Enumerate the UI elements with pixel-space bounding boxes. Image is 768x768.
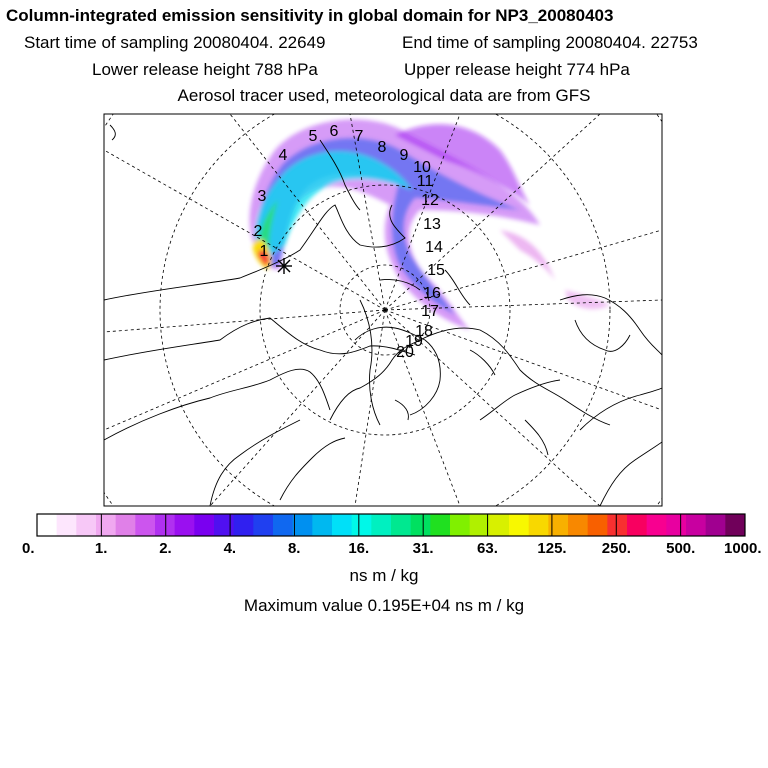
latitude-circles — [104, 114, 662, 506]
colorbar-tick-label: 8. — [287, 540, 301, 557]
colorbar-swatch — [509, 514, 530, 536]
day-label: 2 — [254, 223, 263, 240]
colorbar-swatch — [155, 514, 176, 536]
colorbar-swatch — [686, 514, 707, 536]
sensitivity-plume — [249, 119, 610, 330]
coastlines — [104, 124, 662, 506]
colorbar-swatch — [96, 514, 117, 536]
colorbar-swatch — [568, 514, 589, 536]
colorbar-swatch — [391, 514, 412, 536]
colorbar-tick-label: 4. — [223, 540, 237, 557]
day-label: 17 — [421, 303, 439, 320]
colorbar-swatch — [410, 514, 431, 536]
colorbar-swatch — [37, 514, 58, 536]
colorbar-swatch — [273, 514, 294, 536]
colorbar-swatch — [450, 514, 471, 536]
day-label: 4 — [279, 147, 288, 164]
day-label: 15 — [427, 262, 445, 279]
colorbar-swatch — [627, 514, 648, 536]
day-label: 14 — [425, 239, 443, 256]
colorbar-swatch — [548, 514, 569, 536]
day-label: 11 — [417, 173, 434, 190]
colorbar-tick-label: 16. — [348, 540, 370, 557]
day-label: 6 — [330, 123, 339, 140]
colorbar-tick-label: 2. — [159, 540, 172, 557]
colorbar-tick-label: 250. — [601, 540, 631, 557]
day-label: 20 — [396, 344, 414, 361]
day-label: 12 — [421, 192, 439, 209]
colorbar-swatch — [76, 514, 97, 536]
colorbar-swatch — [725, 514, 746, 536]
colorbar-tick-label: 0. — [22, 540, 35, 557]
map-title: Column-integrated emission sensitivity i… — [6, 6, 614, 25]
upper-release-height-label: Upper release height 774 hPa — [404, 60, 630, 79]
colorbar-swatch — [351, 514, 372, 536]
colorbar-tick-label: 1. — [94, 540, 108, 557]
lower-release-height-label: Lower release height 788 hPa — [92, 60, 318, 79]
day-label: 9 — [400, 147, 409, 164]
start-time-label: Start time of sampling 20080404. 22649 — [24, 33, 326, 52]
day-label: 18 — [415, 323, 433, 340]
colorbar-dividers — [100, 514, 682, 536]
day-label: 16 — [423, 285, 441, 302]
colorbar-swatch — [646, 514, 667, 536]
colorbar-swatches — [37, 514, 746, 536]
day-label: 19 — [405, 333, 423, 350]
tracer-note: Aerosol tracer used, meteorological data… — [177, 86, 591, 105]
colorbar-swatch — [587, 514, 608, 536]
colorbar-swatch — [469, 514, 490, 536]
day-label: 7 — [355, 128, 364, 145]
colorbar-swatch — [312, 514, 333, 536]
colorbar-swatch — [56, 514, 77, 536]
colorbar-swatch — [528, 514, 549, 536]
colorbar-swatch — [430, 514, 451, 536]
end-time-label: End time of sampling 20080404. 22753 — [402, 33, 698, 52]
colorbar-swatch — [666, 514, 687, 536]
release-point-marker — [276, 258, 292, 274]
colorbar-swatch — [174, 514, 195, 536]
day-label: 1 — [260, 243, 269, 260]
colorbar-swatch — [489, 514, 510, 536]
colorbar-swatch — [292, 514, 313, 536]
colorbar-unit: ns m / kg — [349, 566, 419, 585]
colorbar-frame — [36, 513, 746, 537]
colorbar-swatch — [332, 514, 353, 536]
colorbar-swatch — [194, 514, 215, 536]
colorbar-tick-label: 1000. — [724, 540, 762, 557]
day-label: 5 — [309, 128, 318, 145]
day-label: 8 — [378, 139, 387, 156]
colorbar-swatch — [135, 514, 156, 536]
colorbar-tick-label: 500. — [666, 540, 696, 557]
day-label: 3 — [258, 188, 267, 205]
colorbar-swatch — [705, 514, 726, 536]
colorbar-swatch — [253, 514, 274, 536]
colorbar-swatch — [371, 514, 392, 536]
colorbar-swatch — [233, 514, 254, 536]
day-label: 13 — [423, 216, 441, 233]
colorbar-tick-label: 63. — [477, 540, 498, 557]
day-label: 10 — [413, 159, 431, 176]
map-frame — [103, 113, 663, 507]
colorbar-swatch — [115, 514, 136, 536]
colorbar-tick-label: 31. — [412, 540, 434, 557]
colorbar-swatch — [607, 514, 628, 536]
colorbar-tick-label: 125. — [537, 540, 567, 557]
colorbar-swatch — [214, 514, 235, 536]
maximum-value-label: Maximum value 0.195E+04 ns m / kg — [243, 596, 525, 615]
